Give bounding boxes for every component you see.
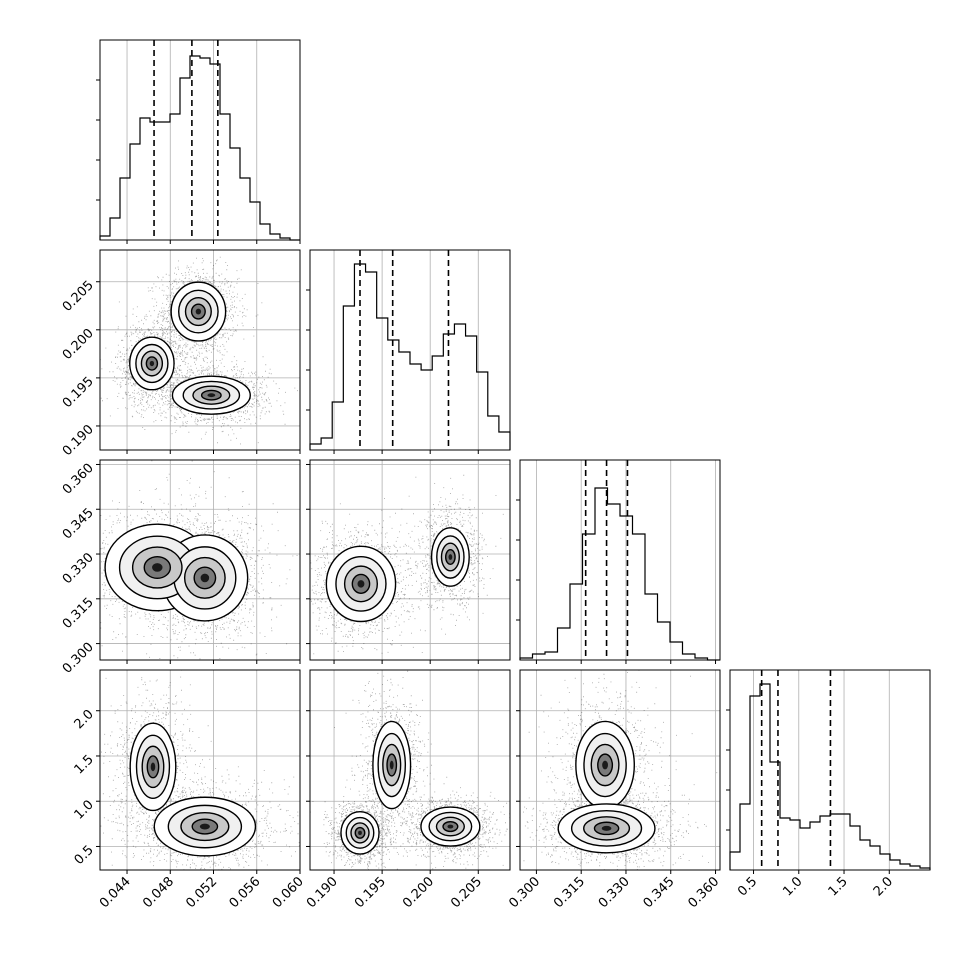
y-tick-label: 0.330 xyxy=(60,550,97,587)
panel-frame xyxy=(99,669,301,871)
density-contour xyxy=(207,393,216,398)
x-tick-label: 0.190 xyxy=(304,874,341,911)
density-contour xyxy=(602,760,608,770)
joint-panel-2-1 xyxy=(309,459,511,661)
density-contour xyxy=(199,823,210,830)
panel-frame xyxy=(309,669,511,871)
x-tick-label: 2.0 xyxy=(871,874,896,899)
panel-frame xyxy=(99,249,301,451)
y-tick-label: 1.5 xyxy=(72,752,97,777)
x-tick-label: 1.0 xyxy=(780,874,805,899)
histogram-panel-3 xyxy=(516,459,721,661)
x-tick-label: 0.5 xyxy=(735,874,760,899)
x-tick-label: 0.052 xyxy=(183,874,220,911)
y-tick-label: 0.300 xyxy=(60,640,97,677)
y-tick-label: 2.0 xyxy=(72,707,97,732)
panel-frame xyxy=(519,459,721,661)
histogram-step-line xyxy=(519,487,720,661)
density-contour xyxy=(358,830,362,836)
x-tick-label: 1.5 xyxy=(826,874,851,899)
x-tick-label: 0.345 xyxy=(641,874,678,911)
y-tick-label: 1.0 xyxy=(72,797,97,822)
panel-frame xyxy=(519,669,721,871)
x-tick-label: 0.360 xyxy=(685,874,722,911)
y-tick-label: 0.205 xyxy=(60,278,97,315)
scatter-points xyxy=(100,670,300,870)
y-tick-label: 0.360 xyxy=(60,461,97,498)
y-tick-label: 0.345 xyxy=(60,505,97,542)
density-contour xyxy=(150,762,156,772)
x-tick-label: 0.060 xyxy=(270,874,307,911)
x-tick-label: 0.205 xyxy=(448,874,485,911)
y-tick-label: 0.5 xyxy=(72,843,97,868)
histogram-panel-2 xyxy=(306,249,511,451)
density-contour xyxy=(448,554,453,560)
density-contour xyxy=(357,580,365,588)
x-tick-label: 0.330 xyxy=(596,874,633,911)
panel-frame xyxy=(729,669,931,871)
density-contour xyxy=(195,308,202,315)
panel-frame xyxy=(99,459,301,661)
panel-frame xyxy=(309,459,511,661)
x-tick-label: 0.048 xyxy=(140,874,177,911)
x-tick-label: 0.056 xyxy=(227,874,264,911)
x-tick-label: 0.300 xyxy=(506,874,543,911)
density-contour xyxy=(447,824,454,829)
y-tick-label: 0.200 xyxy=(60,326,97,363)
joint-panel-3-1 xyxy=(309,669,511,871)
x-tick-label: 0.044 xyxy=(97,874,134,911)
joint-panel-2-0 xyxy=(99,459,301,661)
y-tick-label: 0.315 xyxy=(60,595,97,632)
density-contour xyxy=(601,825,612,831)
density-contour xyxy=(200,573,210,583)
x-tick-label: 0.315 xyxy=(551,874,588,911)
histogram-step-line xyxy=(309,263,511,450)
histogram-panel-1 xyxy=(96,39,301,241)
density-contour xyxy=(389,760,394,770)
y-tick-label: 0.190 xyxy=(60,422,97,459)
density-contour xyxy=(152,563,163,572)
x-tick-label: 0.195 xyxy=(352,874,389,911)
joint-panel-1-0 xyxy=(99,249,301,451)
panel-frame xyxy=(99,39,301,241)
panel-frame xyxy=(309,249,511,451)
joint-panel-3-2 xyxy=(519,669,721,871)
y-tick-label: 0.195 xyxy=(60,374,97,411)
histogram-step-line xyxy=(99,55,300,241)
density-contour xyxy=(149,360,155,367)
joint-panel-3-0 xyxy=(99,669,301,871)
histogram-panel-4 xyxy=(726,669,931,871)
x-tick-label: 0.200 xyxy=(400,874,437,911)
